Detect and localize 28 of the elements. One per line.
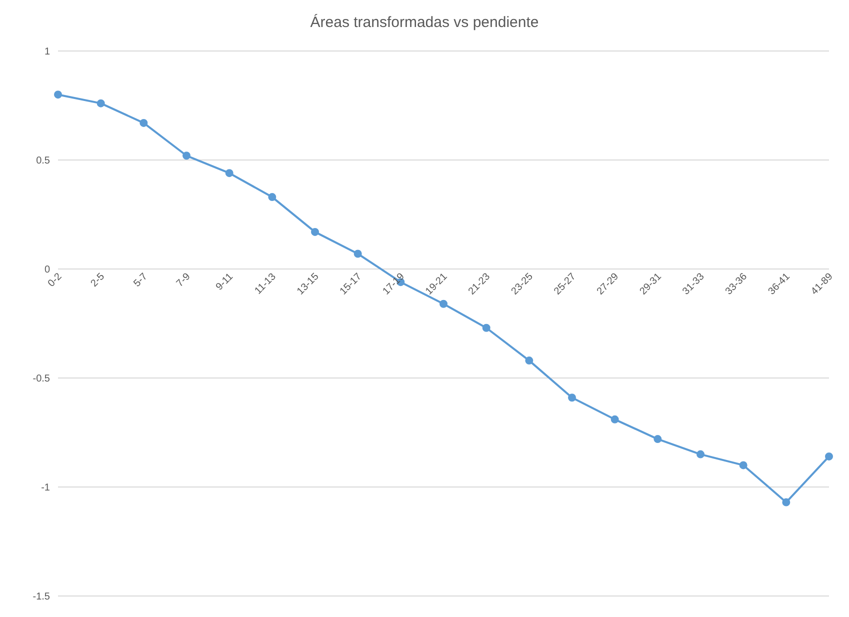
point bbox=[140, 118, 148, 127]
point bbox=[825, 452, 833, 460]
x-tick-label: 2-5 bbox=[88, 271, 108, 290]
y-tick-label: 1 bbox=[44, 46, 50, 58]
y-tick-label: 0.5 bbox=[36, 156, 50, 167]
point bbox=[354, 250, 362, 258]
point bbox=[739, 461, 748, 470]
x-tick-label: 9-11 bbox=[214, 271, 236, 293]
point bbox=[782, 498, 790, 506]
point bbox=[225, 169, 234, 178]
x-tick-label: 5-7 bbox=[132, 271, 150, 290]
point bbox=[610, 415, 619, 424]
y-tick-label: -1.5 bbox=[32, 592, 50, 603]
point bbox=[696, 450, 704, 458]
point bbox=[525, 356, 534, 365]
point bbox=[482, 324, 490, 332]
point bbox=[654, 435, 662, 444]
chart-title: Áreas transformadas vs pendiente bbox=[309, 13, 540, 31]
y-tick-label: -1 bbox=[41, 482, 50, 494]
point bbox=[311, 228, 319, 236]
x-tick-label: 7-9 bbox=[174, 271, 193, 290]
point bbox=[96, 99, 105, 108]
point bbox=[182, 152, 190, 160]
point bbox=[54, 90, 62, 99]
point bbox=[268, 193, 276, 202]
y-tick-label: -0.5 bbox=[32, 374, 50, 385]
point bbox=[440, 300, 448, 308]
point bbox=[568, 394, 576, 402]
